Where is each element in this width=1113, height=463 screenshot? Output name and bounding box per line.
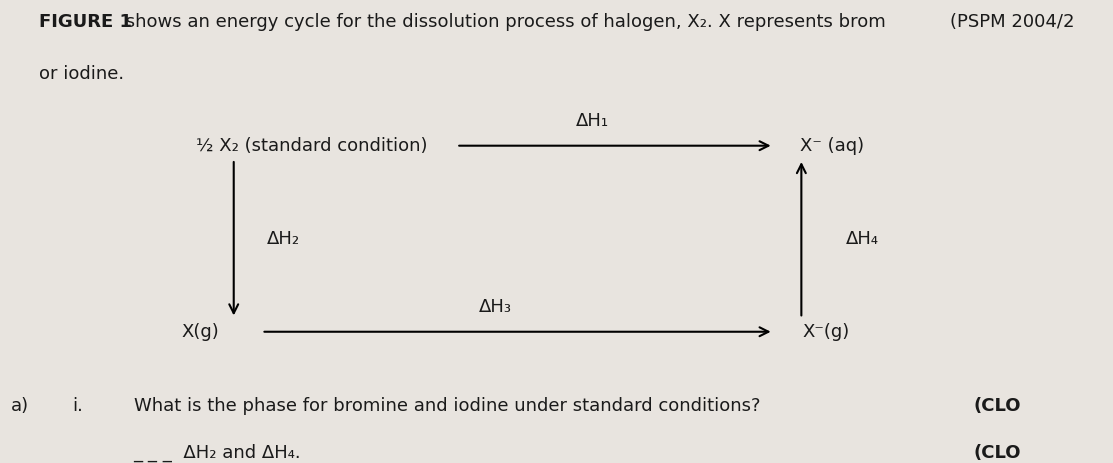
Text: (PSPM 2004/2: (PSPM 2004/2 (949, 13, 1074, 31)
Text: ΔH₄: ΔH₄ (846, 230, 879, 248)
Text: or iodine.: or iodine. (39, 65, 124, 83)
Text: ΔH₃: ΔH₃ (479, 298, 512, 316)
Text: X(g): X(g) (181, 323, 219, 341)
Text: shows an energy cycle for the dissolution process of halogen, X₂. X represents b: shows an energy cycle for the dissolutio… (120, 13, 886, 31)
Text: ΔH₂: ΔH₂ (267, 230, 301, 248)
Text: What is the phase for bromine and iodine under standard conditions?: What is the phase for bromine and iodine… (134, 397, 760, 415)
Text: FIGURE 1: FIGURE 1 (39, 13, 132, 31)
Text: X⁻ (aq): X⁻ (aq) (800, 137, 865, 155)
Text: a): a) (11, 397, 29, 415)
Text: _ _ _  ΔH₂ and ΔH₄.: _ _ _ ΔH₂ and ΔH₄. (134, 444, 302, 462)
Text: (CLO: (CLO (974, 397, 1022, 415)
Text: ½ X₂ (standard condition): ½ X₂ (standard condition) (196, 137, 427, 155)
Text: ΔH₁: ΔH₁ (577, 112, 609, 130)
Text: i.: i. (72, 397, 83, 415)
Text: (CLO: (CLO (974, 444, 1022, 462)
Text: X⁻(g): X⁻(g) (802, 323, 849, 341)
